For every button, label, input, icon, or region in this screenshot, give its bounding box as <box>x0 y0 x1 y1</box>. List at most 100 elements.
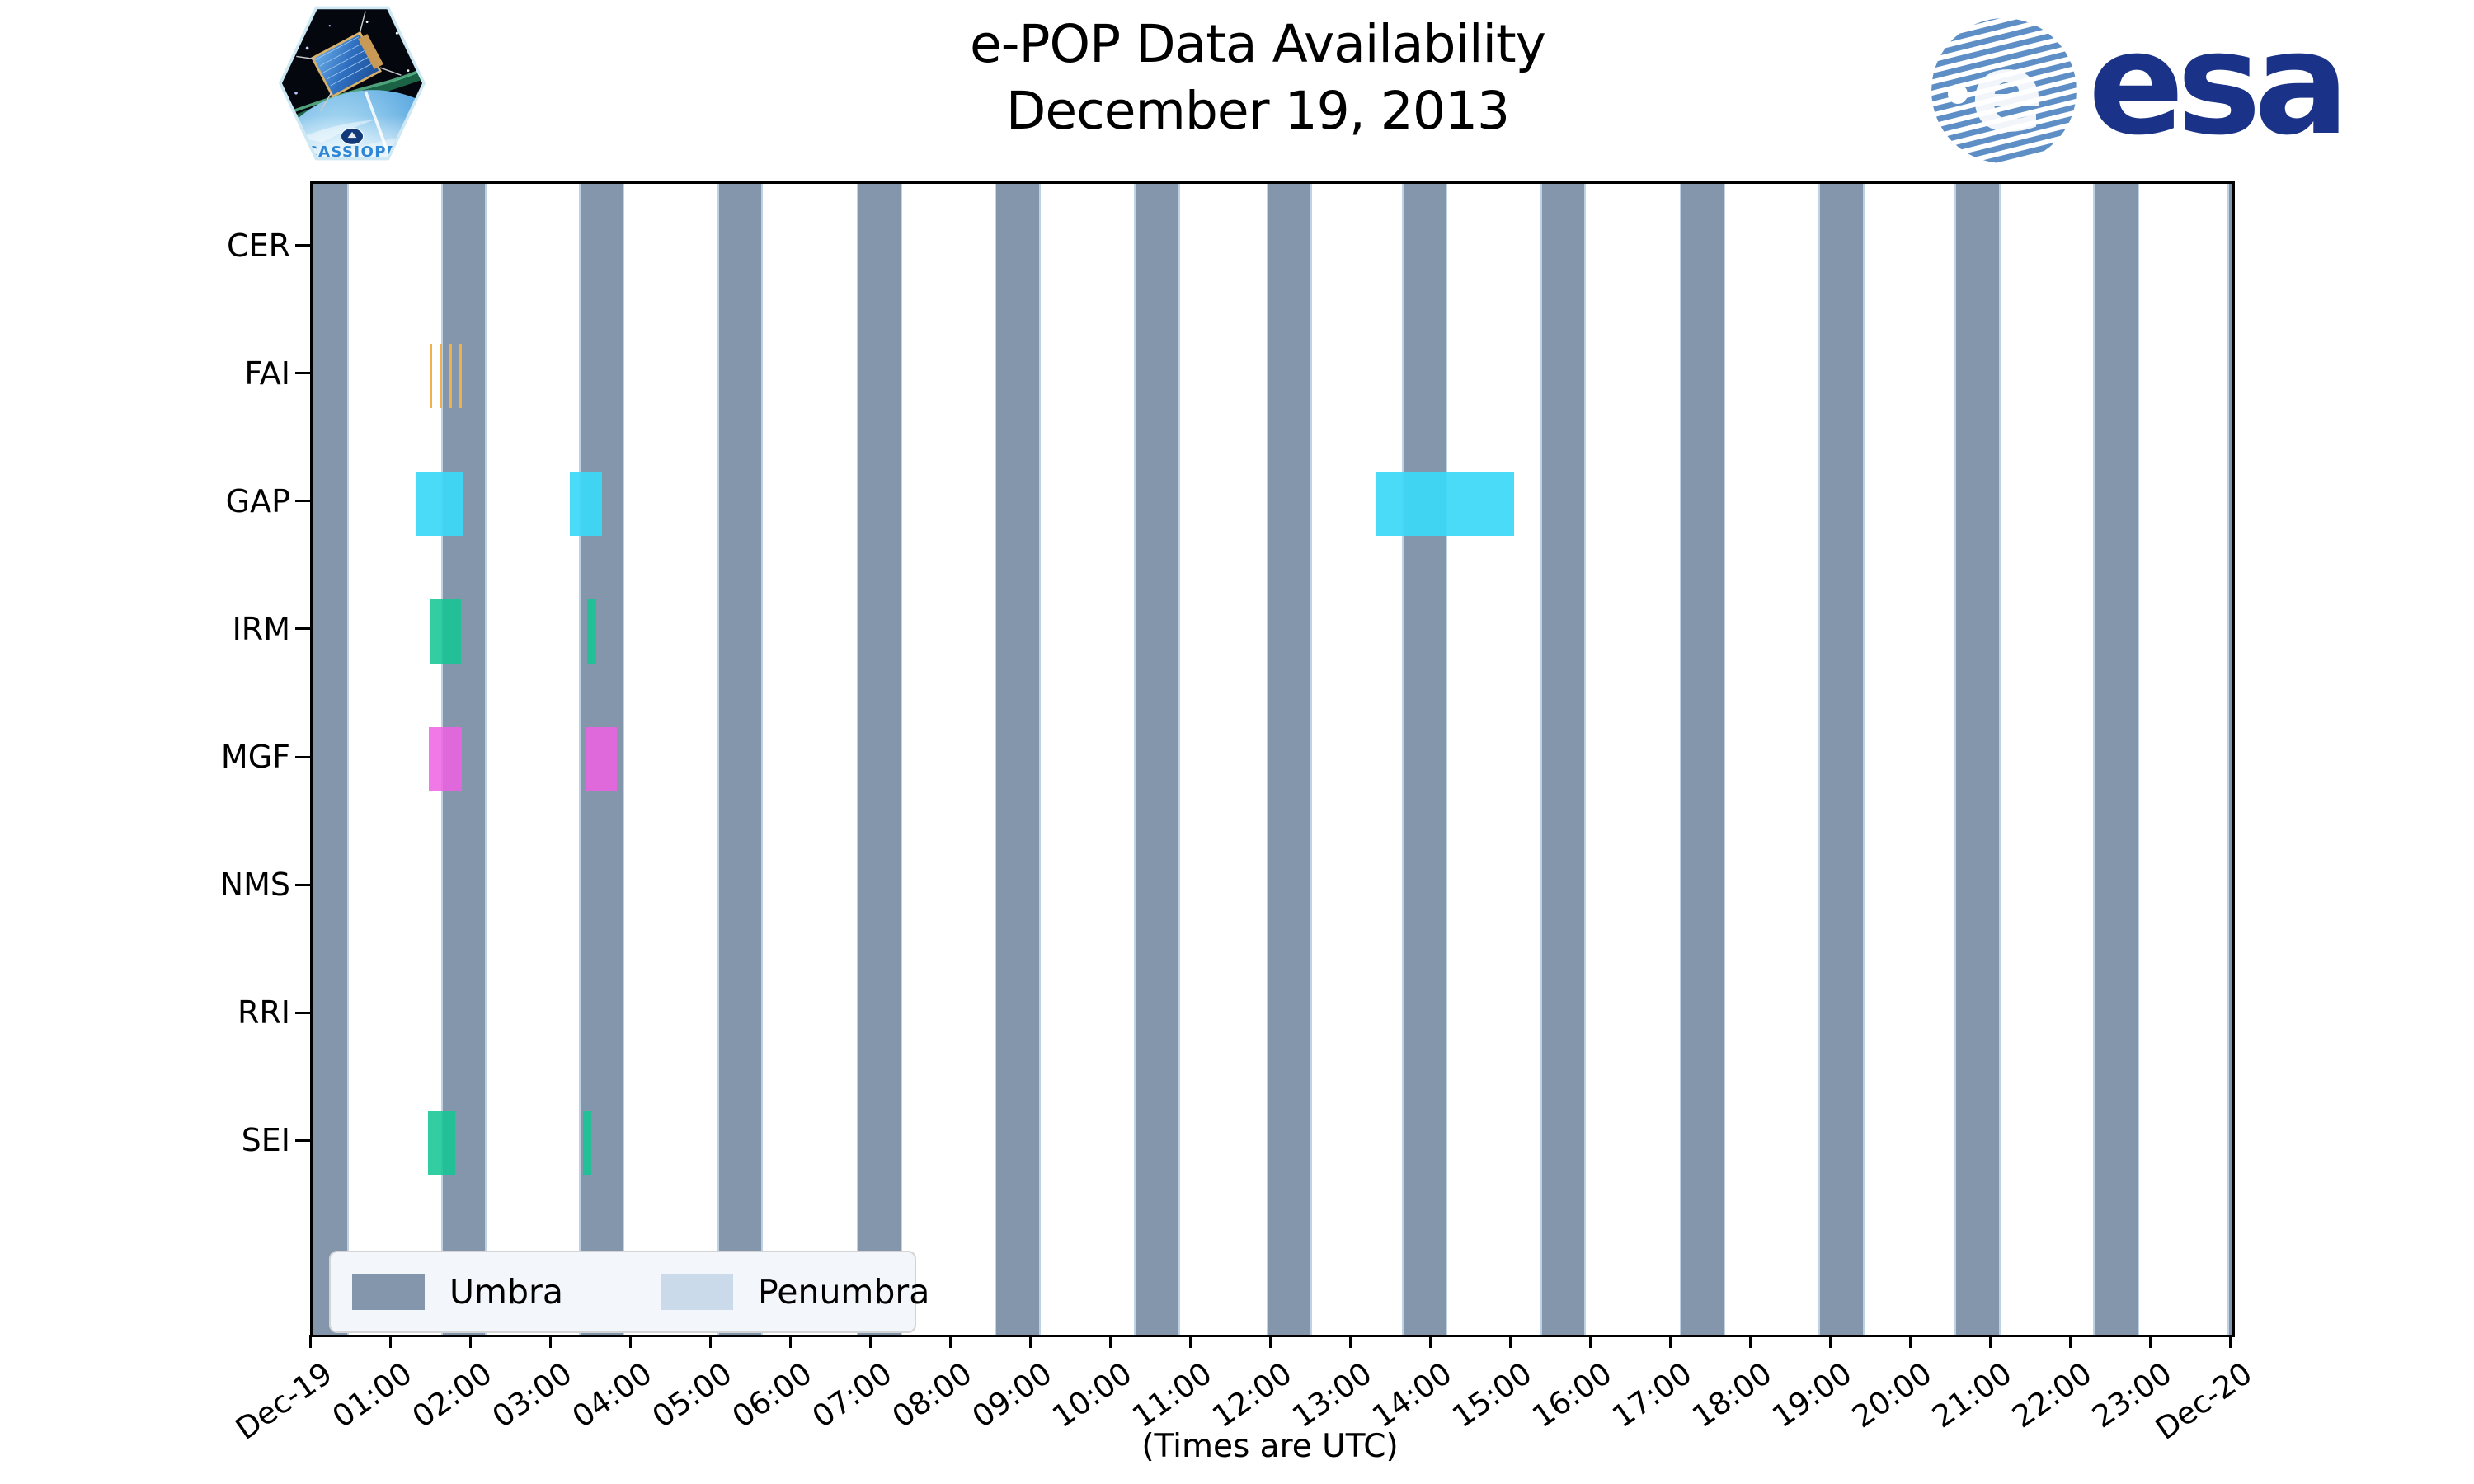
svg-text:e: e <box>1970 30 2044 157</box>
umbra-swatch <box>352 1274 425 1310</box>
y-label-sei: SEI <box>241 1122 290 1159</box>
legend-label-umbra: Umbra <box>449 1272 563 1312</box>
chart-title-line2: December 19, 2013 <box>1005 80 1510 141</box>
availability-block-fai <box>429 343 463 408</box>
x-tick <box>1108 1335 1112 1348</box>
esa-logo: e esa <box>1928 8 2390 173</box>
legend-entry-penumbra: Penumbra <box>660 1272 930 1312</box>
x-tick <box>1028 1335 1032 1348</box>
x-tick <box>388 1335 392 1348</box>
availability-block-gap <box>570 471 603 536</box>
legend-entry-umbra: Umbra <box>352 1272 563 1312</box>
x-tick <box>308 1335 312 1348</box>
x-label: 15:00 <box>1446 1355 1539 1435</box>
x-tick <box>1188 1335 1192 1348</box>
x-tick <box>2068 1335 2072 1348</box>
x-tick <box>1428 1335 1432 1348</box>
y-label-irm: IRM <box>232 610 290 647</box>
umbra-interval <box>313 184 347 1335</box>
x-label: 12:00 <box>1206 1355 1299 1435</box>
y-tick <box>295 1139 310 1142</box>
x-label: 20:00 <box>1846 1355 1939 1435</box>
esa-logo-text: esa <box>2088 1 2349 167</box>
y-label-cer: CER <box>227 227 290 264</box>
umbra-interval <box>1681 184 1724 1335</box>
x-label: 08:00 <box>886 1355 979 1435</box>
availability-block-gap <box>1376 471 1514 536</box>
umbra-interval <box>2229 184 2232 1335</box>
umbra-interval <box>858 184 901 1335</box>
x-label: 21:00 <box>1926 1355 2019 1435</box>
x-label: 03:00 <box>486 1355 579 1435</box>
x-label: 19:00 <box>1766 1355 1859 1435</box>
x-label: 10:00 <box>1046 1355 1139 1435</box>
y-tick <box>295 755 310 758</box>
x-tick <box>1588 1335 1592 1348</box>
availability-block-mgf <box>585 727 617 791</box>
legend-label-penumbra: Penumbra <box>757 1272 930 1312</box>
x-tick <box>468 1335 472 1348</box>
x-label: 09:00 <box>966 1355 1059 1435</box>
plot-area: Umbra Penumbra <box>310 181 2235 1337</box>
x-label: 01:00 <box>326 1355 419 1435</box>
cassiope-patch-label: CASSIOPE <box>306 143 397 161</box>
x-axis-caption: (Times are UTC) <box>1141 1428 1399 1465</box>
legend: Umbra Penumbra <box>329 1251 929 1333</box>
x-tick <box>708 1335 712 1348</box>
chart-title-line1: e-POP Data Availability <box>970 14 1546 74</box>
cassiope-mission-patch: CASSIOPE <box>278 6 426 161</box>
y-label-rri: RRI <box>237 994 290 1031</box>
x-label: 18:00 <box>1686 1355 1779 1435</box>
x-tick <box>1348 1335 1352 1348</box>
x-label: 22:00 <box>2006 1355 2099 1435</box>
umbra-interval <box>1136 184 1178 1335</box>
x-tick <box>868 1335 872 1348</box>
availability-block-sei <box>427 1111 455 1176</box>
x-tick <box>548 1335 552 1348</box>
x-tick <box>948 1335 952 1348</box>
availability-block-sei <box>582 1111 591 1176</box>
x-tick <box>1988 1335 1992 1348</box>
y-tick <box>295 883 310 886</box>
umbra-interval <box>1268 184 1310 1335</box>
patch-border <box>278 6 426 161</box>
umbra-interval <box>2095 184 2138 1335</box>
chart-title: e-POP Data Availability December 19, 201… <box>0 12 2474 144</box>
x-tick <box>2148 1335 2152 1348</box>
x-label: 02:00 <box>406 1355 499 1435</box>
x-label: 05:00 <box>646 1355 739 1435</box>
penumbra-swatch <box>660 1274 733 1310</box>
x-tick <box>2228 1335 2232 1348</box>
y-label-fai: FAI <box>244 355 290 392</box>
x-tick <box>1508 1335 1512 1348</box>
x-label: 16:00 <box>1526 1355 1619 1435</box>
x-label: 07:00 <box>806 1355 899 1435</box>
x-label: 17:00 <box>1606 1355 1699 1435</box>
x-label: 13:00 <box>1286 1355 1379 1435</box>
x-tick <box>628 1335 632 1348</box>
y-tick <box>295 244 310 247</box>
x-label: 14:00 <box>1366 1355 1459 1435</box>
x-tick <box>1828 1335 1832 1348</box>
x-tick <box>1668 1335 1672 1348</box>
y-label-gap: GAP <box>225 482 290 519</box>
x-tick <box>1268 1335 1272 1348</box>
x-label: 11:00 <box>1126 1355 1219 1435</box>
y-label-nms: NMS <box>219 866 290 904</box>
umbra-interval <box>996 184 1039 1335</box>
x-label: 06:00 <box>726 1355 819 1435</box>
umbra-interval <box>1541 184 1585 1335</box>
x-tick <box>1908 1335 1912 1348</box>
y-tick <box>295 1011 310 1014</box>
x-tick <box>1748 1335 1752 1348</box>
availability-block-mgf <box>428 727 463 791</box>
x-label: 04:00 <box>566 1355 659 1435</box>
y-tick <box>295 627 310 631</box>
umbra-interval <box>1404 184 1446 1335</box>
availability-block-irm <box>429 599 462 664</box>
y-label-mgf: MGF <box>220 739 290 775</box>
availability-block-gap <box>416 471 463 536</box>
x-tick <box>788 1335 792 1348</box>
y-tick <box>295 372 310 375</box>
